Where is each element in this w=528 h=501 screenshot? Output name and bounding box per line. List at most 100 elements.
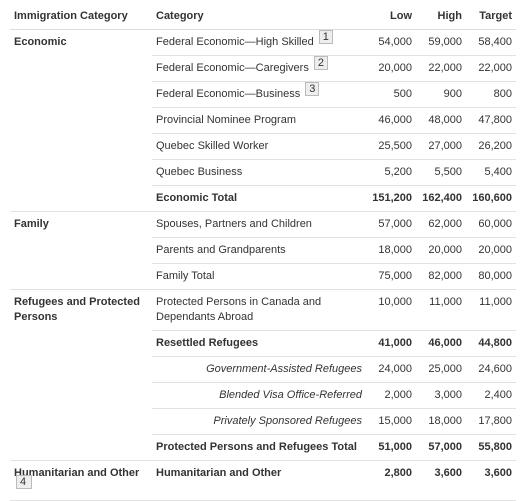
header-cell: High — [416, 4, 466, 30]
value-cell: 57,000 — [366, 211, 416, 238]
value-cell: 22,000 — [416, 55, 466, 82]
footnote-marker: 1 — [318, 30, 333, 44]
table-row: Family Spouses, Partners and Children 57,0… — [10, 211, 516, 290]
value-cell: 46,000 — [416, 330, 466, 357]
table-row: Quebec Business 5,200 5,500 5,400 — [10, 159, 516, 186]
header-cell: Category — [152, 4, 366, 30]
value-cell: 5,200 — [366, 159, 416, 186]
category-cell: Resettled Refugees — [152, 330, 366, 357]
group-name: Refugees and Protected Persons — [14, 296, 140, 323]
category-cell: Federal Economic—Business 3 — [152, 81, 366, 108]
value-cell: 41,000 — [366, 330, 416, 357]
table-body: Economic Federal Economic—High Skilled 1 54… — [10, 29, 516, 501]
category-name: Protected Persons in Canada and Dependan… — [156, 296, 322, 323]
value-cell: 160,600 — [466, 185, 516, 212]
table-row: Humanitarian and Other 4 Humanitarian and … — [10, 460, 516, 501]
value-cell: 54,000 — [366, 29, 416, 56]
table-row: Economic Federal Economic—High Skilled 1 54… — [10, 29, 516, 212]
value-cell: 162,400 — [416, 185, 466, 212]
value-cell: 20,000 — [366, 55, 416, 82]
category-name: Privately Sponsored Refugees — [213, 415, 362, 427]
table-row: Blended Visa Office-Referred 2,000 3,000 2,… — [10, 382, 516, 409]
category-cell: Spouses, Partners and Children — [152, 211, 366, 238]
group-cell: Family — [10, 211, 152, 290]
category-name: Provincial Nominee Program — [156, 114, 296, 126]
footnote-marker: 2 — [313, 56, 328, 70]
value-cell: 900 — [416, 81, 466, 108]
header-row: Immigration Category Category Low High T… — [10, 4, 516, 30]
page: Immigration Category Category Low High T… — [10, 4, 516, 501]
table-row: Protected Persons and Refugees Total 51,0… — [10, 434, 516, 461]
value-cell: 18,000 — [416, 408, 466, 435]
category-cell: Privately Sponsored Refugees — [152, 408, 366, 435]
value-cell: 58,400 — [466, 29, 516, 56]
value-cell: 82,000 — [416, 263, 466, 290]
value-cell: 75,000 — [366, 263, 416, 290]
table-header: Immigration Category Category Low High T… — [10, 4, 516, 30]
value-cell: 5,500 — [416, 159, 466, 186]
category-cell: Quebec Skilled Worker — [152, 133, 366, 160]
category-name: Family Total — [156, 270, 215, 282]
value-cell: 44,800 — [466, 330, 516, 357]
table-row: Economic Total 151,200 162,400 160,600 — [10, 185, 516, 212]
group-cell: Economic — [10, 29, 152, 212]
header-cell: Low — [366, 4, 416, 30]
group-name: Family — [14, 218, 49, 230]
category-cell: Blended Visa Office-Referred — [152, 382, 366, 409]
value-cell: 10,000 — [366, 289, 416, 331]
table-row: Quebec Skilled Worker 25,500 27,000 26,200 — [10, 133, 516, 160]
value-cell: 51,000 — [366, 434, 416, 461]
table-row: Federal Economic—Business 3 500 900 800 — [10, 81, 516, 108]
category-cell: Humanitarian and Other — [152, 460, 366, 501]
category-name: Quebec Business — [156, 166, 243, 178]
category-name: Economic Total — [156, 192, 238, 204]
value-cell: 48,000 — [416, 107, 466, 134]
category-name: Parents and Grandparents — [156, 244, 286, 256]
value-cell: 62,000 — [416, 211, 466, 238]
value-cell: 2,400 — [466, 382, 516, 409]
value-cell: 500 — [366, 81, 416, 108]
value-cell: 5,400 — [466, 159, 516, 186]
value-cell: 57,000 — [416, 434, 466, 461]
value-cell: 3,000 — [416, 382, 466, 409]
category-name: Government-Assisted Refugees — [206, 363, 362, 375]
table-row: Resettled Refugees 41,000 46,000 44,800 — [10, 330, 516, 357]
value-cell: 22,000 — [466, 55, 516, 82]
value-cell: 80,000 — [466, 263, 516, 290]
table-row: Privately Sponsored Refugees 15,000 18,000… — [10, 408, 516, 435]
value-cell: 3,600 — [466, 460, 516, 501]
category-name: Federal Economic—Caregivers — [156, 62, 309, 74]
table-row: Family Total 75,000 82,000 80,000 — [10, 263, 516, 290]
value-cell: 2,800 — [366, 460, 416, 501]
value-cell: 27,000 — [416, 133, 466, 160]
header-cell: Target — [466, 4, 516, 30]
value-cell: 55,800 — [466, 434, 516, 461]
value-cell: 11,000 — [416, 289, 466, 331]
category-cell: Federal Economic—Caregivers 2 — [152, 55, 366, 82]
category-name: Blended Visa Office-Referred — [219, 389, 362, 401]
category-cell: Federal Economic—High Skilled 1 — [152, 29, 366, 56]
table-row: Federal Economic—Caregivers 2 20,000 22,000… — [10, 55, 516, 82]
value-cell: 46,000 — [366, 107, 416, 134]
category-cell: Protected Persons and Refugees Total — [152, 434, 366, 461]
category-name: Federal Economic—High Skilled — [156, 36, 314, 48]
footnote-marker: 3 — [305, 82, 320, 96]
value-cell: 11,000 — [466, 289, 516, 331]
value-cell: 800 — [466, 81, 516, 108]
value-cell: 60,000 — [466, 211, 516, 238]
category-cell: Quebec Business — [152, 159, 366, 186]
value-cell: 20,000 — [416, 237, 466, 264]
value-cell: 25,000 — [416, 356, 466, 383]
value-cell: 15,000 — [366, 408, 416, 435]
group-cell: Refugees and Protected Persons — [10, 289, 152, 461]
group-name: Economic — [14, 36, 67, 48]
category-name: Humanitarian and Other — [156, 467, 282, 479]
category-name: Resettled Refugees — [156, 337, 259, 349]
table-row: Parents and Grandparents 18,000 20,000 20,0… — [10, 237, 516, 264]
value-cell: 151,200 — [366, 185, 416, 212]
table-row: Provincial Nominee Program 46,000 48,000 47… — [10, 107, 516, 134]
header-cell: Immigration Category — [10, 4, 152, 30]
category-name: Federal Economic—Business — [156, 88, 301, 100]
category-name: Spouses, Partners and Children — [156, 218, 312, 230]
value-cell: 59,000 — [416, 29, 466, 56]
